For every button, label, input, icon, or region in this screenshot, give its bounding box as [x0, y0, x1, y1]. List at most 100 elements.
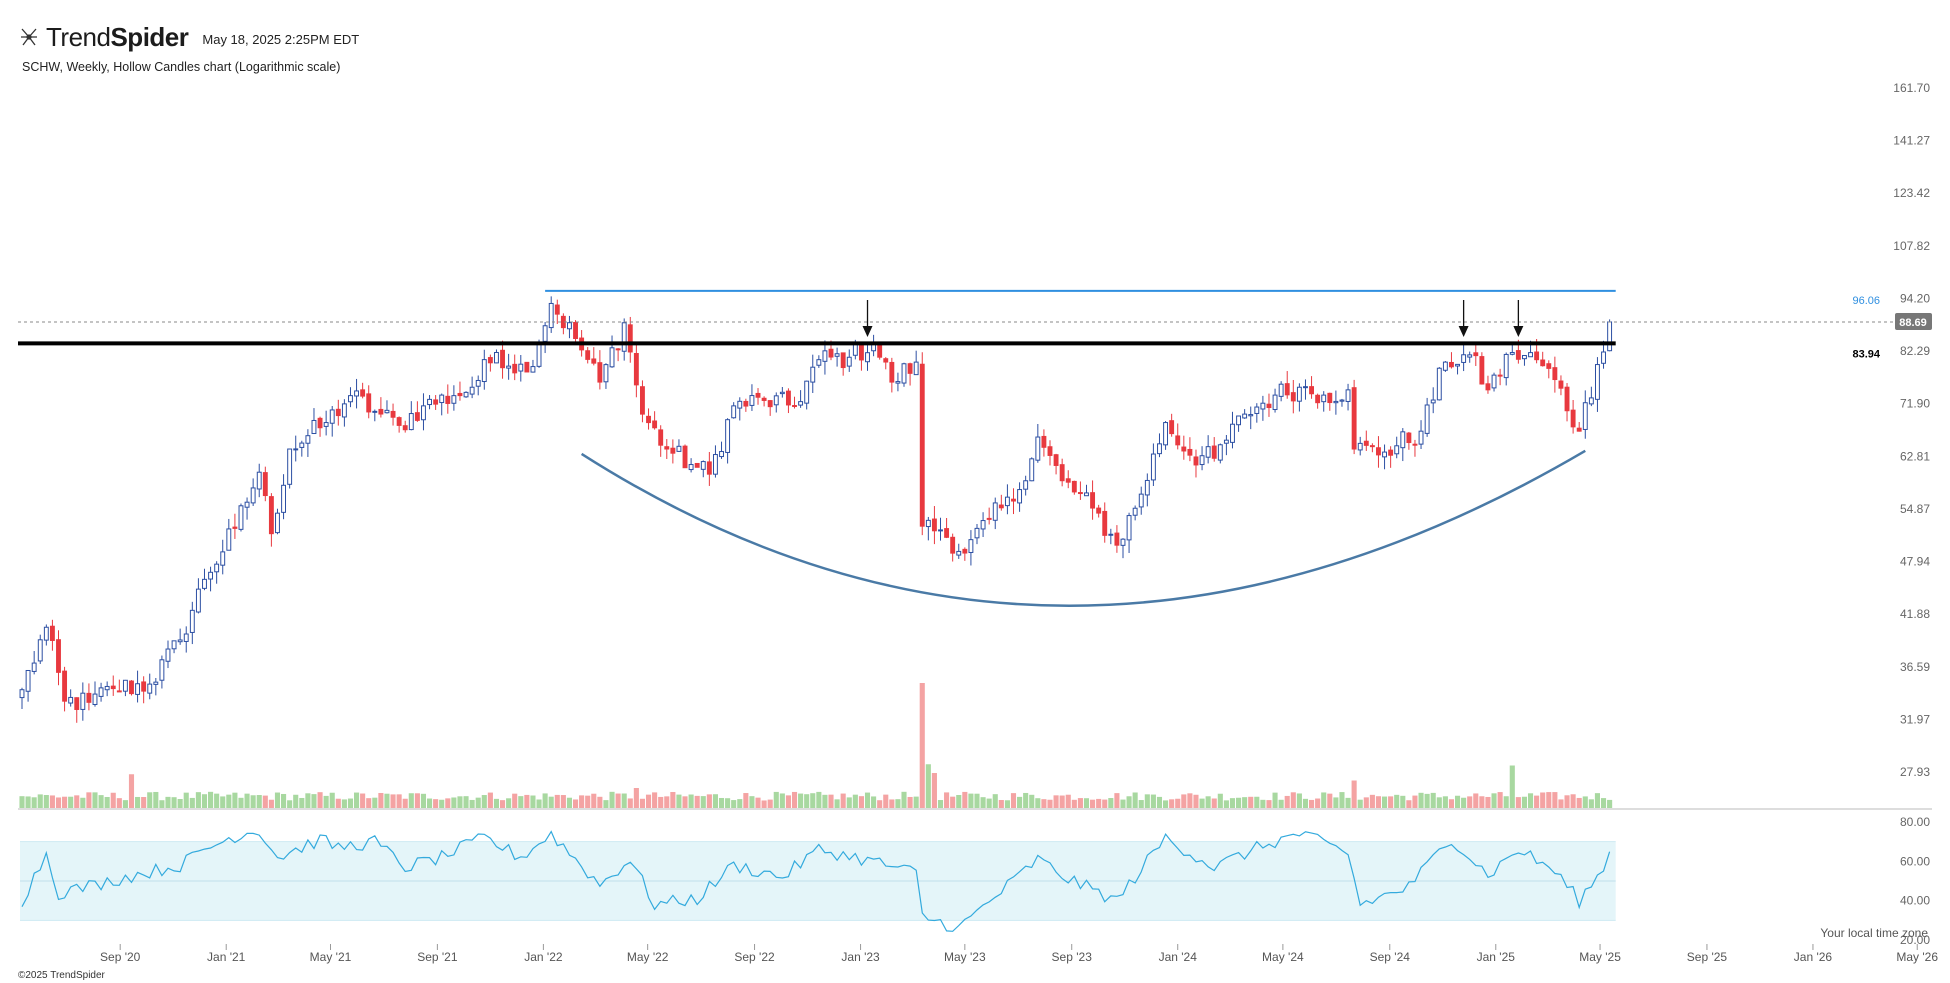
- volume-bar: [153, 791, 159, 808]
- candle-body: [232, 526, 238, 529]
- volume-bar: [439, 799, 445, 808]
- volume-bar: [402, 798, 408, 808]
- candle-body: [792, 405, 797, 408]
- candle-body: [287, 448, 293, 485]
- volume-bar: [737, 799, 743, 808]
- candle-body: [214, 563, 220, 573]
- candle-body: [457, 392, 463, 397]
- candle-body: [1199, 455, 1205, 466]
- candle-body: [202, 578, 207, 589]
- volume-bar: [950, 796, 956, 808]
- candle-body: [195, 588, 201, 613]
- candle-body: [676, 445, 682, 452]
- volume-bar: [329, 792, 335, 808]
- candle-body: [627, 324, 633, 353]
- candle-body: [1284, 383, 1290, 396]
- volume-bar: [1381, 796, 1388, 808]
- volume-bar: [378, 792, 384, 808]
- volume-bar: [104, 796, 110, 808]
- candle-body: [585, 350, 591, 360]
- volume-bar: [74, 795, 80, 808]
- candle-body: [1278, 383, 1284, 397]
- x-tick-label: May '26: [1896, 950, 1938, 964]
- volume-bar: [1515, 797, 1521, 808]
- volume-bar: [469, 799, 475, 808]
- volume-bar: [323, 795, 329, 808]
- x-tick-label: May '21: [310, 950, 352, 964]
- candle-body: [621, 322, 627, 352]
- volume-bar: [299, 797, 305, 808]
- candle-body: [700, 461, 706, 470]
- candle-body: [98, 687, 104, 697]
- candle-body: [1126, 515, 1132, 541]
- volume-bar: [31, 797, 37, 808]
- volume-bar: [1406, 800, 1412, 808]
- volume-bar: [92, 792, 98, 808]
- candle-body: [250, 487, 256, 504]
- price-tick-label: 161.70: [1893, 81, 1930, 95]
- volume-bar: [1181, 794, 1187, 808]
- candle-body: [737, 400, 743, 409]
- candle-body: [153, 681, 159, 685]
- candle-body: [828, 348, 834, 358]
- candle-body: [256, 471, 262, 490]
- arrow-head-icon: [1513, 326, 1524, 337]
- candle-body: [1412, 443, 1418, 446]
- volume-bar: [1071, 799, 1077, 808]
- volume-bar: [159, 800, 165, 808]
- volume-pane: [19, 683, 1613, 808]
- volume-bar: [1229, 798, 1236, 808]
- price-tick-label: 47.94: [1900, 555, 1930, 569]
- candle-body: [919, 363, 925, 527]
- volume-bar: [80, 797, 86, 808]
- candle-body: [1485, 383, 1491, 391]
- volume-bar: [1570, 794, 1576, 808]
- candle-body: [189, 609, 195, 633]
- volume-bar: [1144, 794, 1150, 808]
- volume-bar: [183, 792, 189, 808]
- candle-body: [968, 539, 974, 553]
- candle-body: [706, 461, 712, 475]
- trendspider-logo[interactable]: TrendSpider: [18, 22, 189, 53]
- candle-body: [603, 364, 609, 383]
- candle-body: [1357, 442, 1363, 451]
- volume-bar: [1564, 795, 1570, 808]
- candle-body: [1023, 480, 1029, 490]
- candle-body: [1309, 386, 1315, 395]
- volume-bar: [968, 793, 974, 808]
- candle-body: [1266, 403, 1272, 409]
- volume-bar: [1199, 798, 1205, 808]
- volume-bar: [98, 795, 104, 808]
- volume-bar: [1102, 799, 1108, 808]
- volume-bar: [1546, 792, 1552, 808]
- candle-body: [451, 395, 457, 404]
- volume-bar: [676, 794, 682, 808]
- volume-bar: [1059, 795, 1065, 808]
- volume-bar: [1436, 797, 1442, 808]
- candle-body: [798, 401, 804, 406]
- volume-bar: [147, 792, 153, 808]
- volume-bar: [1333, 797, 1339, 808]
- candle-body: [889, 361, 895, 383]
- candle-body: [773, 395, 779, 406]
- volume-bar: [493, 798, 500, 808]
- candle-body: [962, 548, 968, 554]
- candle-body: [129, 680, 134, 695]
- timezone-note: Your local time zone: [1820, 926, 1928, 940]
- volume-bar: [372, 797, 378, 808]
- candle-body: [1011, 498, 1016, 502]
- volume-bar: [62, 796, 68, 808]
- volume-bar: [1090, 799, 1096, 808]
- volume-bar: [980, 797, 986, 808]
- volume-bar: [347, 798, 354, 808]
- volume-bar: [1156, 796, 1163, 808]
- candle-body: [877, 344, 883, 358]
- candle-body: [1029, 458, 1035, 482]
- volume-bar: [256, 795, 262, 808]
- candle-body: [931, 518, 937, 532]
- volume-bar: [481, 795, 487, 808]
- candle-body: [1497, 374, 1503, 377]
- candle-body: [171, 640, 177, 650]
- candle-body: [366, 393, 372, 413]
